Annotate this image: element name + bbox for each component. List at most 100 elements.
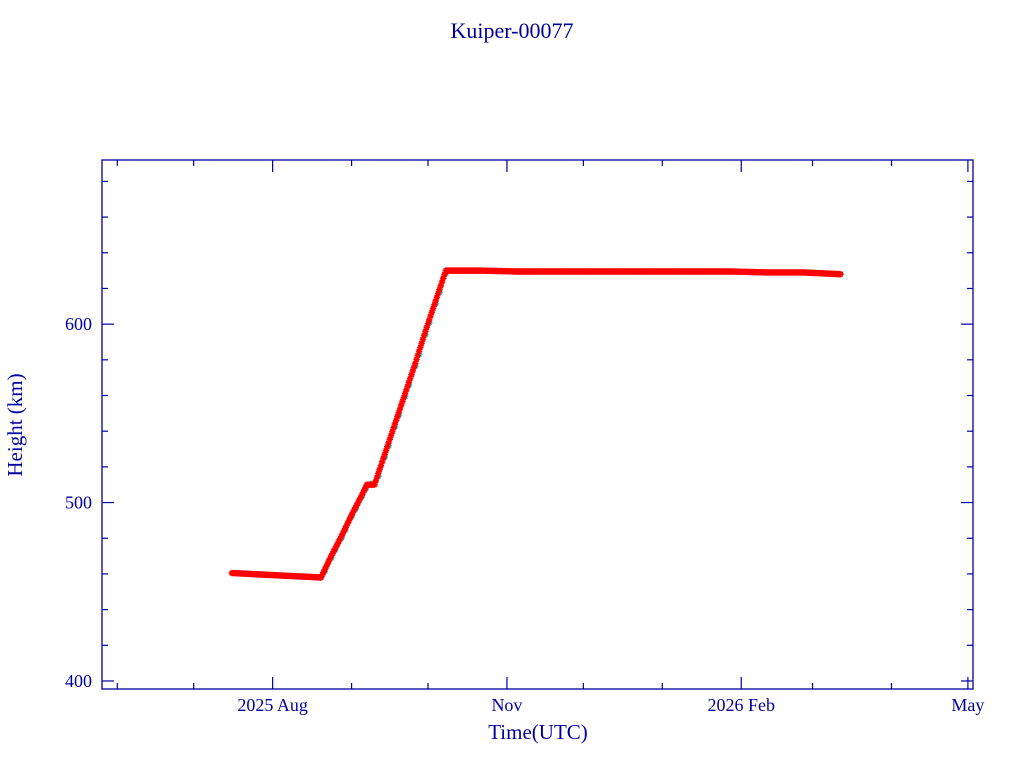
data-point bbox=[326, 555, 334, 562]
data-point bbox=[432, 297, 439, 305]
data-point bbox=[403, 386, 410, 394]
data-point bbox=[440, 275, 447, 282]
data-point bbox=[429, 305, 437, 312]
y-tick-label: 600 bbox=[65, 314, 92, 334]
data-point bbox=[395, 409, 402, 416]
data-point bbox=[325, 558, 332, 565]
data-point bbox=[319, 571, 326, 579]
data-point bbox=[437, 282, 444, 289]
data-point bbox=[378, 458, 386, 466]
data-point bbox=[390, 424, 397, 432]
data-point bbox=[338, 533, 345, 540]
data-point bbox=[399, 398, 406, 405]
x-tick-label: 2026 Feb bbox=[707, 695, 775, 715]
data-point bbox=[320, 568, 327, 576]
data-point bbox=[375, 470, 382, 477]
data-point bbox=[837, 270, 844, 278]
y-tick-label: 500 bbox=[65, 493, 92, 513]
x-tick-label: 2025 Aug bbox=[237, 695, 308, 715]
data-point bbox=[343, 522, 350, 529]
data-point bbox=[321, 566, 329, 573]
data-point bbox=[356, 497, 363, 504]
data-point bbox=[324, 560, 331, 568]
data-point bbox=[330, 547, 337, 555]
data-point bbox=[413, 356, 420, 363]
data-point bbox=[347, 514, 354, 521]
data-point bbox=[322, 563, 330, 570]
data-point bbox=[412, 360, 419, 367]
chart-title: Kuiper-00077 bbox=[451, 18, 574, 43]
data-point bbox=[436, 286, 443, 293]
data-point bbox=[385, 439, 392, 447]
x-tick-label: Nov bbox=[491, 695, 522, 715]
data-point bbox=[391, 420, 399, 428]
axis-ticks bbox=[102, 160, 973, 689]
x-tick-label: May bbox=[951, 695, 984, 715]
data-point bbox=[389, 428, 396, 435]
x-axis-label: Time(UTC) bbox=[488, 720, 588, 744]
data-point bbox=[336, 535, 344, 543]
data-point bbox=[408, 371, 415, 378]
data-point bbox=[345, 517, 353, 524]
tick-labels: 2025 Aug Nov 2026 Feb May 400 500 600 bbox=[65, 314, 984, 715]
data-point bbox=[334, 540, 341, 548]
data-point bbox=[377, 462, 385, 469]
data-point bbox=[418, 340, 425, 347]
data-point bbox=[417, 344, 424, 351]
data-point bbox=[387, 432, 395, 439]
data-point bbox=[353, 502, 360, 509]
data-point bbox=[433, 293, 441, 301]
data-point bbox=[381, 451, 388, 458]
data-point bbox=[415, 348, 423, 355]
data-point bbox=[422, 328, 429, 335]
data-point bbox=[349, 509, 357, 516]
data-point bbox=[394, 413, 401, 420]
data-point bbox=[396, 405, 404, 413]
data-point bbox=[400, 394, 407, 401]
data-point bbox=[404, 382, 411, 390]
data-point bbox=[386, 436, 393, 443]
data-point bbox=[352, 504, 359, 511]
plot-frame bbox=[101, 159, 974, 690]
data-point bbox=[328, 552, 335, 560]
data-point bbox=[423, 324, 430, 331]
data-point bbox=[342, 525, 349, 532]
data-point bbox=[409, 367, 416, 375]
data-point bbox=[357, 494, 364, 502]
data-point bbox=[405, 379, 413, 386]
data-point bbox=[398, 401, 405, 409]
data-points bbox=[228, 267, 844, 581]
data-point bbox=[426, 316, 433, 324]
data-point bbox=[329, 550, 336, 557]
data-point bbox=[427, 312, 434, 320]
data-point bbox=[340, 527, 348, 535]
data-point bbox=[373, 473, 381, 481]
data-point bbox=[414, 352, 422, 359]
data-point bbox=[434, 290, 442, 297]
data-point bbox=[376, 466, 383, 473]
data-point bbox=[358, 492, 365, 499]
data-point bbox=[419, 336, 427, 343]
data-point bbox=[339, 530, 346, 537]
data-point bbox=[350, 506, 358, 514]
data-point bbox=[424, 320, 432, 327]
data-point bbox=[438, 278, 446, 286]
data-point bbox=[382, 447, 390, 454]
data-point bbox=[317, 574, 325, 581]
y-axis-label: Height (km) bbox=[3, 373, 27, 476]
data-point bbox=[335, 538, 343, 545]
data-point bbox=[420, 332, 428, 339]
data-point bbox=[380, 454, 387, 462]
data-point bbox=[441, 271, 448, 278]
data-point bbox=[348, 511, 355, 519]
data-point bbox=[371, 481, 378, 488]
data-point bbox=[372, 477, 379, 485]
data-point bbox=[354, 499, 362, 506]
data-point bbox=[401, 390, 409, 397]
data-point bbox=[428, 309, 436, 316]
data-point bbox=[331, 545, 339, 552]
data-point bbox=[410, 363, 418, 371]
data-point bbox=[359, 489, 367, 496]
data-point bbox=[384, 443, 391, 451]
